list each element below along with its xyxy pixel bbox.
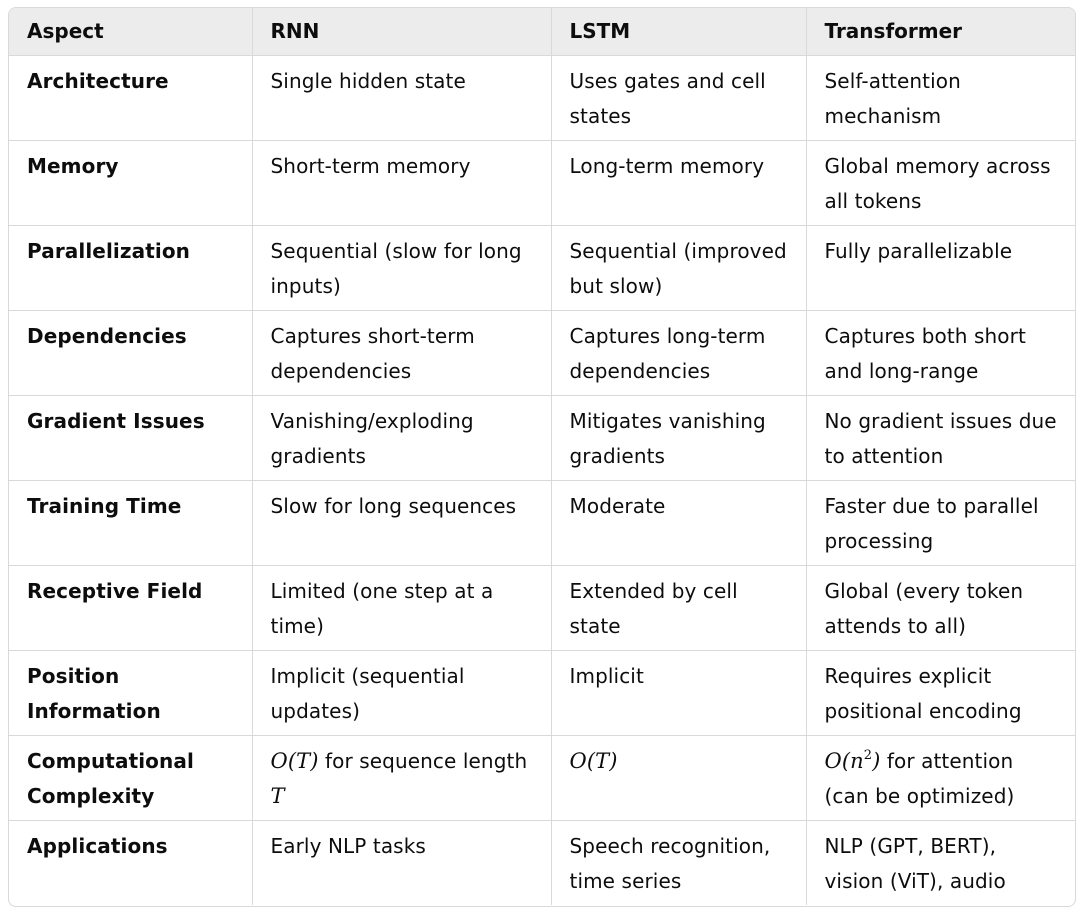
math-expression: O(T): [569, 748, 618, 773]
aspect-cell: Training Time: [9, 479, 252, 565]
aspect-cell: Memory: [9, 139, 252, 225]
transformer-cell: Fully parallelizable: [805, 224, 1075, 310]
aspect-cell: Dependencies: [9, 309, 252, 395]
transformer-cell: Self-attention mechanism: [805, 54, 1075, 140]
table-row: Receptive Field Limited (one step at a t…: [9, 564, 1075, 650]
transformer-cell: Global (every token attends to all): [805, 564, 1075, 650]
header-transformer: Transformer: [805, 8, 1075, 55]
header-rnn: RNN: [251, 8, 551, 55]
aspect-cell: Computational Complexity: [9, 734, 252, 820]
cell-text: for sequence length: [318, 748, 528, 773]
rnn-cell: Short-term memory: [251, 139, 551, 225]
transformer-cell: O(n2) for attention (can be optimized): [805, 734, 1075, 820]
lstm-cell: Implicit: [550, 649, 806, 735]
table-row: Dependencies Captures short-term depende…: [9, 309, 1075, 395]
table-header-row: Aspect RNN LSTM Transformer: [9, 8, 1075, 55]
rnn-cell: Sequential (slow for long inputs): [251, 224, 551, 310]
header-lstm: LSTM: [550, 8, 806, 55]
header-aspect: Aspect: [27, 19, 104, 44]
rnn-cell: O(T) for sequence length T: [251, 734, 551, 820]
table-row: Architecture Single hidden state Uses ga…: [9, 54, 1075, 140]
table-row: Parallelization Sequential (slow for lon…: [9, 224, 1075, 310]
transformer-cell: NLP (GPT, BERT), vision (ViT), audio: [805, 819, 1075, 905]
lstm-cell: Mitigates vanishing gradients: [550, 394, 806, 480]
rnn-cell: Implicit (sequential updates): [251, 649, 551, 735]
aspect-cell: Architecture: [9, 54, 252, 140]
rnn-cell: Early NLP tasks: [251, 819, 551, 905]
cell-text: for attention (can be optimized): [824, 748, 1015, 808]
math-expression: O(T): [270, 748, 319, 773]
math-expression: T: [270, 783, 285, 808]
aspect-cell: Applications: [9, 819, 252, 905]
lstm-cell: Captures long-term dependencies: [550, 309, 806, 395]
lstm-cell: Uses gates and cell states: [550, 54, 806, 140]
lstm-cell: Long-term memory: [550, 139, 806, 225]
lstm-cell: Extended by cell state: [550, 564, 806, 650]
table-row: Computational Complexity O(T) for sequen…: [9, 734, 1075, 820]
transformer-cell: Global memory across all tokens: [805, 139, 1075, 225]
lstm-cell: Sequential (improved but slow): [550, 224, 806, 310]
transformer-cell: Requires explicit positional encoding: [805, 649, 1075, 735]
lstm-cell: Moderate: [550, 479, 806, 565]
table-row: Training Time Slow for long sequences Mo…: [9, 479, 1075, 565]
transformer-cell: Faster due to parallel processing: [805, 479, 1075, 565]
table-row: Position Information Implicit (sequentia…: [9, 649, 1075, 735]
table-row: Applications Early NLP tasks Speech reco…: [9, 819, 1075, 905]
lstm-cell: O(T): [550, 734, 806, 820]
rnn-cell: Single hidden state: [251, 54, 551, 140]
comparison-table: Aspect RNN LSTM Transformer Architecture…: [9, 8, 1075, 905]
aspect-cell: Gradient Issues: [9, 394, 252, 480]
table-row: Memory Short-term memory Long-term memor…: [9, 139, 1075, 225]
math-superscript: 2: [863, 747, 873, 763]
aspect-cell: Receptive Field: [9, 564, 252, 650]
math-expression: ): [872, 748, 881, 773]
transformer-cell: No gradient issues due to attention: [805, 394, 1075, 480]
table-row: Gradient Issues Vanishing/exploding grad…: [9, 394, 1075, 480]
rnn-cell: Limited (one step at a time): [251, 564, 551, 650]
transformer-cell: Captures both short and long-range: [805, 309, 1075, 395]
math-expression: O(n: [824, 748, 864, 773]
lstm-cell: Speech recognition, time series: [550, 819, 806, 905]
rnn-cell: Slow for long sequences: [251, 479, 551, 565]
rnn-cell: Captures short-term dependencies: [251, 309, 551, 395]
aspect-cell: Parallelization: [9, 224, 252, 310]
comparison-table-container: Aspect RNN LSTM Transformer Architecture…: [8, 7, 1076, 907]
aspect-cell: Position Information: [9, 649, 252, 735]
rnn-cell: Vanishing/exploding gradients: [251, 394, 551, 480]
